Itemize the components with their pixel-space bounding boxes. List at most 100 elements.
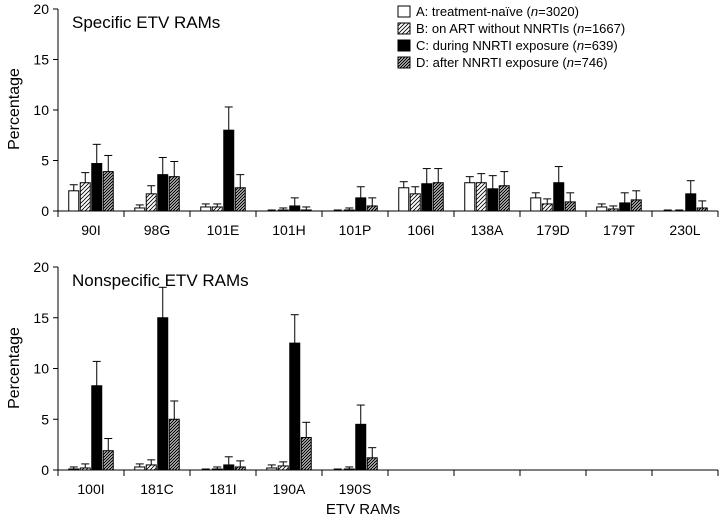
bar-190A-d [300, 437, 312, 471]
bar-179D-c [553, 182, 565, 212]
bar-90I-b [79, 182, 91, 212]
bar-179T-a [596, 206, 608, 212]
x-tick-label: 181I [209, 481, 236, 497]
panel-title-specific: Specific ETV RAMs [72, 13, 220, 32]
bar-190S-d [366, 457, 378, 471]
x-tick-label: 179T [603, 222, 635, 238]
legend-label-d: D: after NNRTI exposure (n=746) [416, 55, 608, 70]
bar-181I-b [211, 468, 223, 471]
bar-138A-b [475, 182, 487, 212]
bar-101E-d [234, 187, 246, 212]
plot-area-nonspecific: 0 5 10 15 20 100I 181C 181I 190A 190S [33, 259, 719, 497]
x-tick-label: 190S [339, 481, 372, 497]
y-axis-label-nonspecific: Percentage [6, 327, 23, 409]
bar-98G-b [145, 193, 157, 212]
bar-98G-c [157, 174, 169, 212]
bar-101E-a [200, 206, 212, 212]
bar-106I-b [409, 193, 421, 212]
legend-label-b: B: on ART without NNRTIs (n=1667) [416, 21, 625, 36]
bar-98G-a [134, 207, 146, 212]
bar-98G-d [168, 176, 180, 212]
panel-nonspecific: Nonspecific ETV RAMs 0 5 10 15 20 100I 181C 181… [6, 259, 719, 518]
y-tick-label: 0 [41, 462, 49, 478]
x-tick-label: 190A [273, 481, 306, 497]
y-tick-label: 10 [33, 102, 49, 118]
bar-181I-c [223, 464, 235, 471]
bar-190S-b [343, 468, 355, 471]
legend-swatch-a [397, 5, 411, 18]
bar-138A-c [487, 188, 499, 212]
y-tick-label: 10 [33, 361, 49, 377]
bar-181I-d [234, 466, 246, 471]
x-tick-label: 98G [144, 222, 170, 238]
x-tick-label: 101P [339, 222, 372, 238]
legend-item-c: C: during NNRTI exposure (n=639) [397, 38, 618, 53]
bar-179D-d [564, 201, 576, 212]
bar-230L-d [696, 207, 708, 212]
bar-179D-b [541, 203, 553, 212]
panel-specific: Specific ETV RAMs 0 5 10 15 20 90I 98G 101E 101H… [6, 1, 719, 238]
bar-101H-d [300, 209, 312, 212]
bar-90I-a [68, 190, 80, 212]
y-axis-label-specific: Percentage [6, 68, 23, 150]
bar-101E-c [223, 129, 235, 212]
bar-106I-d [432, 182, 444, 212]
legend-swatch-d [397, 56, 411, 69]
plot-area-specific: 0 5 10 15 20 90I 98G 101E 101H 101P 106I 138A 179D 17… [33, 1, 719, 238]
legend-swatch-b [397, 22, 411, 35]
bar-90I-c [91, 163, 103, 212]
y-tick-label: 15 [33, 52, 49, 68]
panel-title-nonspecific: Nonspecific ETV RAMs [72, 271, 249, 290]
bar-101E-b [211, 206, 223, 212]
x-tick-label: 179D [536, 222, 569, 238]
bar-190A-c [289, 342, 301, 471]
bar-101P-d [366, 205, 378, 212]
y-tick-label: 20 [33, 259, 49, 275]
bar-230L-c [685, 193, 697, 212]
bar-179T-b [607, 208, 619, 212]
bar-101P-c [355, 197, 367, 212]
x-tick-label: 138A [471, 222, 504, 238]
x-tick-label: 101E [207, 222, 240, 238]
bar-101H-c [289, 205, 301, 212]
x-tick-label: 90I [81, 222, 100, 238]
bar-181C-d [168, 418, 180, 471]
bar-138A-d [498, 185, 510, 212]
y-tick-label: 5 [41, 411, 49, 427]
x-tick-label: 100I [77, 481, 104, 497]
bar-101H-b [277, 209, 289, 212]
x-tick-label: 230L [669, 222, 700, 238]
x-tick-label: 181C [140, 481, 173, 497]
bar-179T-d [630, 199, 642, 212]
bar-181C-b [145, 464, 157, 471]
bar-190A-a [266, 467, 278, 471]
x-axis-label: ETV RAMs [326, 501, 400, 518]
bar-106I-a [398, 187, 410, 212]
bar-100I-d [102, 450, 114, 471]
bar-100I-a [68, 468, 80, 471]
bar-100I-c [91, 385, 103, 471]
bar-106I-c [421, 183, 433, 212]
x-tick-label: 101H [272, 222, 305, 238]
legend-label-c: C: during NNRTI exposure (n=639) [416, 38, 618, 53]
legend-item-a: A: treatment-naïve (n=3020) [397, 4, 579, 19]
legend: A: treatment-naïve (n=3020) B: on ART wi… [397, 4, 625, 70]
bar-100I-b [79, 467, 91, 471]
bar-101P-b [343, 209, 355, 212]
bar-181C-c [157, 317, 169, 471]
bar-179T-c [619, 202, 631, 212]
legend-label-a: A: treatment-naïve (n=3020) [416, 4, 579, 19]
y-tick-label: 5 [41, 153, 49, 169]
y-tick-label: 20 [33, 1, 49, 17]
y-tick-label: 15 [33, 310, 49, 326]
bar-179D-a [530, 197, 542, 212]
bar-90I-d [102, 171, 114, 212]
legend-item-d: D: after NNRTI exposure (n=746) [397, 55, 608, 70]
bar-190S-c [355, 423, 367, 471]
bar-181C-a [134, 466, 146, 471]
bar-190A-b [277, 465, 289, 471]
x-tick-label: 106I [407, 222, 434, 238]
bar-138A-a [464, 182, 476, 212]
legend-item-b: B: on ART without NNRTIs (n=1667) [397, 21, 625, 36]
